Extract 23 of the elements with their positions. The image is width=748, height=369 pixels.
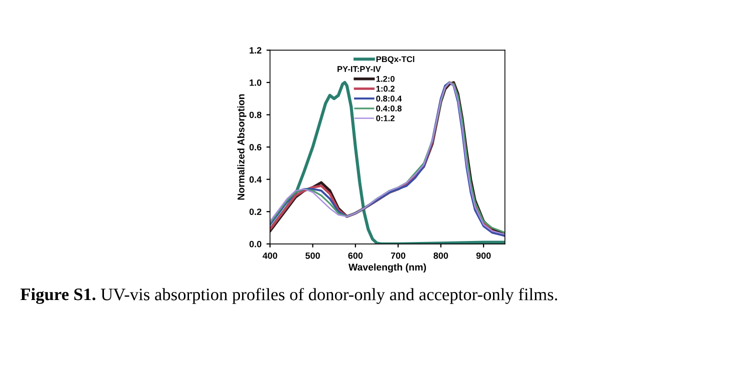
y-tick-label: 0.0 — [250, 240, 262, 248]
caption: Figure S1. UV-vis absorption profiles of donor-only and acceptor-only films. — [20, 288, 558, 304]
legend-label: 1:0.2 — [376, 86, 395, 92]
legend-label: PBQx-TCl — [376, 56, 414, 64]
y-tick-label: 0.2 — [250, 208, 262, 215]
x-tick-label: 800 — [434, 252, 448, 259]
x-tick-label: 400 — [262, 252, 278, 259]
x-tick-label: 900 — [476, 252, 491, 259]
legend-label: 1.2:0 — [376, 76, 395, 82]
x-tick-label: 500 — [305, 252, 320, 259]
y-tick-label: 1.2 — [250, 47, 262, 54]
y-tick-label: 0.8 — [250, 112, 262, 118]
legend-label: 0:1.2 — [376, 115, 395, 122]
x-axis-title: Wavelength (nm) — [348, 263, 426, 273]
y-tick-label: 0.6 — [250, 144, 262, 150]
x-tick-label: 600 — [348, 252, 363, 259]
legend-label: 0.8:0.4 — [376, 96, 402, 102]
y-tick-label: 1.0 — [250, 79, 262, 86]
legend-title: PY-IT:PY-IV — [338, 66, 381, 72]
y-tick-label: 0.4 — [250, 176, 262, 183]
legend-label: 0.4:0.8 — [376, 105, 402, 112]
x-tick-label: 700 — [390, 252, 406, 259]
y-axis-title: Normalized Absorption — [237, 94, 246, 200]
